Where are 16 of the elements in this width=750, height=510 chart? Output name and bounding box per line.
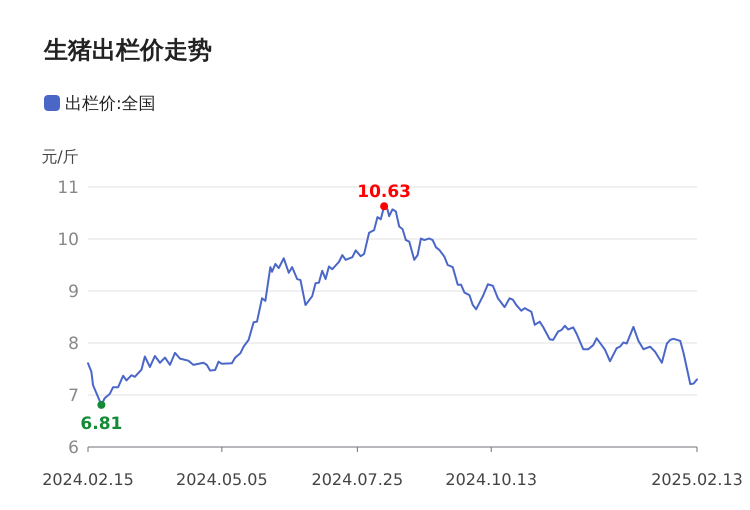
x-tick-label: 2024.07.25 bbox=[312, 470, 404, 489]
y-tick-label: 8 bbox=[68, 334, 79, 354]
y-tick-label: 11 bbox=[57, 178, 79, 198]
x-tick-label: 2024.02.15 bbox=[42, 470, 134, 489]
x-tick-label: 2025.02.13 bbox=[651, 470, 743, 489]
legend-label: 出栏价:全国 bbox=[65, 94, 156, 114]
x-tick-label: 2024.10.13 bbox=[445, 470, 538, 489]
y-tick-label: 9 bbox=[68, 282, 79, 302]
y-axis-title: 元/斤 bbox=[41, 147, 79, 166]
y-tick-label: 7 bbox=[68, 386, 79, 406]
annotation: 6.81 bbox=[80, 414, 122, 434]
annotation: 10.63 bbox=[357, 182, 412, 202]
x-tick-label: 2024.05.05 bbox=[176, 470, 268, 489]
chart-title: 生猪出栏价走势 bbox=[43, 36, 212, 64]
y-tick-label: 6 bbox=[68, 438, 79, 458]
y-tick-label: 10 bbox=[57, 230, 79, 250]
